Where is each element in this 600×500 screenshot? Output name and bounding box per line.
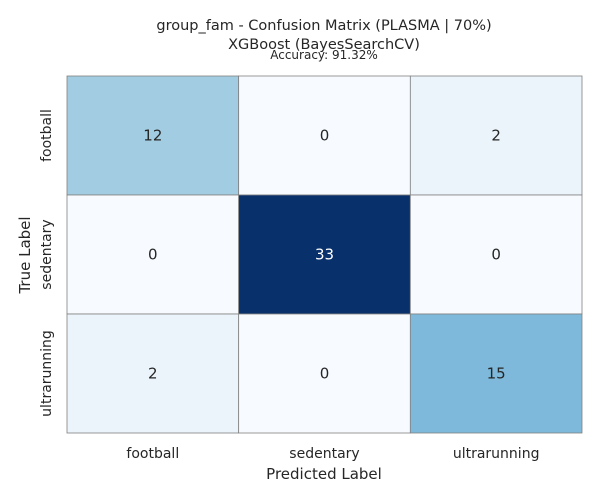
heatmap-cell-football-sedentary (238, 75, 411, 196)
heatmap-cell-sedentary-ultrarunning (409, 194, 583, 315)
heatmap-cells: 12 0 2 0 33 0 2 0 15 (66, 75, 583, 434)
heatmap-cell-sedentary-sedentary (238, 194, 411, 315)
x-tick-label: football (126, 446, 179, 462)
x-tick-labels: football sedentary ultrarunning (126, 446, 539, 462)
heatmap-cell-ultrarunning-sedentary (238, 313, 411, 434)
heatmap-cell-ultrarunning-ultrarunning (409, 313, 583, 434)
y-axis-label: True Label (16, 216, 34, 294)
cell-value-label: 15 (487, 365, 506, 383)
y-tick-label: ultrarunning (39, 330, 55, 417)
cell-value-label: 2 (491, 127, 501, 145)
y-tick-label: sedentary (39, 219, 55, 289)
heatmap-cell-ultrarunning-football (66, 313, 240, 434)
x-tick-label: ultrarunning (453, 446, 540, 462)
y-tick-label: football (39, 109, 55, 162)
cell-value-label: 2 (148, 365, 158, 383)
x-axis-label: Predicted Label (266, 465, 382, 483)
y-tick-labels: football sedentary ultrarunning (39, 109, 55, 417)
cell-value-label: 12 (143, 127, 162, 145)
chart-title-line2: XGBoost (BayesSearchCV) (228, 37, 420, 53)
cell-value-label: 0 (320, 127, 330, 145)
x-tick-label: sedentary (289, 446, 359, 462)
cell-value-label: 0 (491, 246, 501, 264)
heatmap-cell-sedentary-football (66, 194, 240, 315)
cell-value-label: 0 (148, 246, 158, 264)
heatmap-cell-football-ultrarunning (409, 75, 583, 196)
chart-subtitle: Accuracy: 91.32% (270, 48, 378, 62)
chart-title-line1: group_fam - Confusion Matrix (PLASMA | 7… (156, 18, 491, 34)
cell-value-label: 0 (320, 365, 330, 383)
cell-value-label: 33 (315, 246, 334, 264)
